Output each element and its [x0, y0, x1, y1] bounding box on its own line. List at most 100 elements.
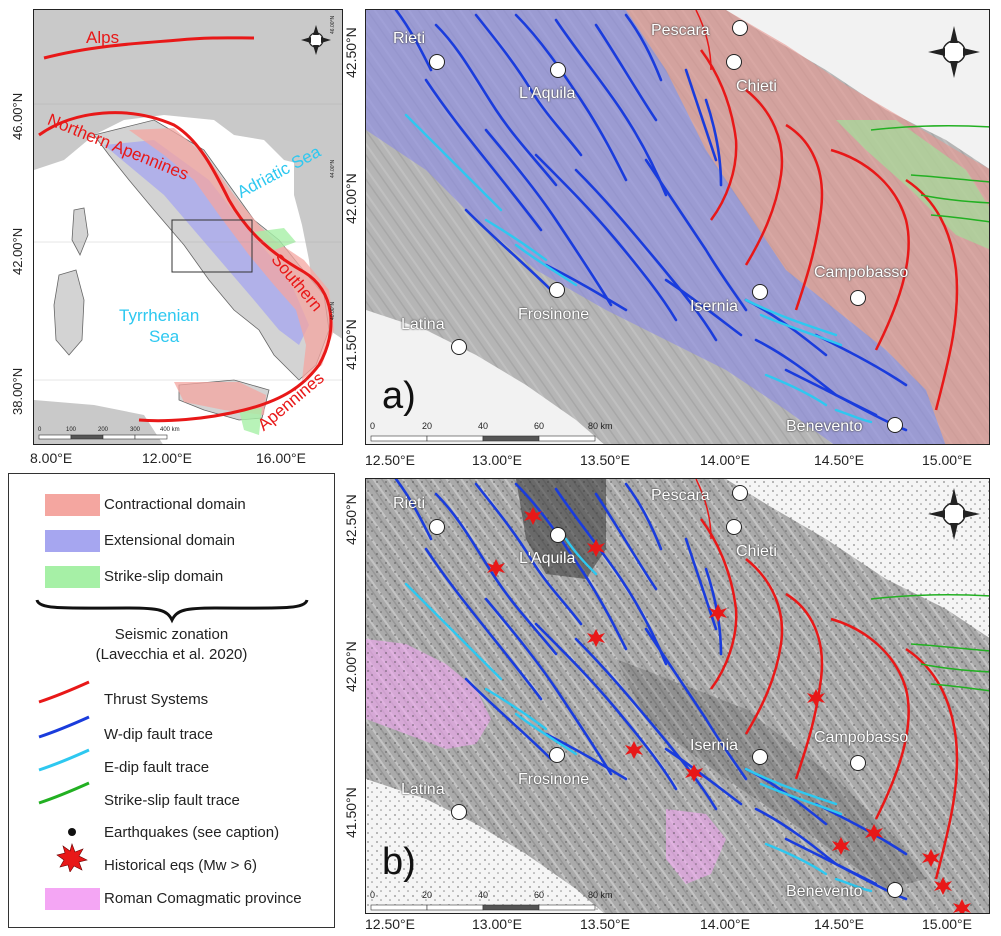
map-a-scale-20: 20 [422, 421, 432, 431]
map-b-isernia-marker [752, 749, 768, 765]
map-b-pescara-marker [732, 485, 748, 501]
legend-citation: (Lavecchia et al. 2020) [9, 646, 334, 663]
map-b-isernia-label: Isernia [690, 737, 738, 755]
map-b-benevento-marker [887, 882, 903, 898]
legend-roman-swatch [45, 888, 100, 910]
map-b-latina-label: Latina [401, 781, 445, 799]
legend-seismic-zonation: Seismic zonation [9, 626, 334, 643]
overview-lat-label-38: 38.00°N [10, 368, 25, 415]
star-icon [52, 842, 92, 872]
map-a-benevento-marker [887, 417, 903, 433]
map-a-lon-label-1350: 13.50°E [580, 452, 630, 468]
legend-extensional-swatch [45, 530, 100, 552]
legend-brace [9, 596, 336, 626]
legend-thrust-label: Thrust Systems [104, 691, 208, 708]
map-b-lon-label-1250: 12.50°E [365, 916, 415, 932]
map-a-scale-40: 40 [478, 421, 488, 431]
map-a-pescara-label: Pescara [651, 22, 710, 40]
overview-lat-label-42: 42.00°N [10, 228, 25, 275]
overview-inner-lat-46: 46.00°N [330, 16, 336, 34]
map-b-laquila-label: L'Aquila [519, 550, 575, 568]
map-a-lon-label-1500: 15.00°E [922, 452, 972, 468]
map-b-latina-marker [451, 804, 467, 820]
map-b-lon-label-1350: 13.50°E [580, 916, 630, 932]
overview-inner-lat-44: 44.00°N [330, 160, 336, 178]
map-b-panel-letter: b) [382, 841, 416, 884]
map-b-chieti-label: Chieti [736, 543, 777, 561]
overview-scale-100: 100 [66, 427, 76, 433]
map-b-lat-label-4150: 41.50°N [343, 787, 359, 838]
map-a-benevento-label: Benevento [786, 418, 863, 436]
map-b-scale-60: 60 [534, 890, 544, 900]
map-a-lat-label-4200: 42.00°N [343, 173, 359, 224]
map-b-frosinone-marker [549, 747, 565, 763]
map-a-frosinone-marker [549, 282, 565, 298]
legend-strikeslip-fault-label: Strike-slip fault trace [104, 792, 240, 809]
map-a-lat-label-4250: 42.50°N [343, 27, 359, 78]
map-b-benevento-label: Benevento [786, 883, 863, 901]
legend-strikeslip-swatch [45, 566, 100, 588]
map-a-laquila-marker [550, 62, 566, 78]
map-b-lat-label-4200: 42.00°N [343, 641, 359, 692]
map-a-graphic [366, 10, 990, 445]
map-a-lon-label-1250: 12.50°E [365, 452, 415, 468]
map-b-scale-80: 80 km [588, 890, 613, 900]
map-b-lon-label-1450: 14.50°E [814, 916, 864, 932]
overview-label-alps: Alps [86, 28, 119, 48]
map-a: Rieti L'Aquila Pescara Chieti Campobasso… [365, 9, 990, 445]
map-a-scale-60: 60 [534, 421, 544, 431]
map-a-panel-letter: a) [382, 375, 416, 418]
legend-w-dip-label: W-dip fault trace [104, 726, 213, 743]
map-b: Rieti L'Aquila Pescara Chieti Campobasso… [365, 478, 990, 914]
map-a-chieti-label: Chieti [736, 78, 777, 96]
legend-earthquake-dot [68, 828, 76, 836]
map-b-lon-label-1500: 15.00°E [922, 916, 972, 932]
map-b-campobasso-label: Campobasso [814, 729, 908, 747]
map-a-scale-80: 80 km [588, 421, 613, 431]
map-a-latina-marker [451, 339, 467, 355]
map-a-isernia-marker [752, 284, 768, 300]
map-a-lon-label-1450: 14.50°E [814, 452, 864, 468]
map-a-lat-label-4150: 41.50°N [343, 319, 359, 370]
overview-inner-lat-40: 40.00°N [330, 302, 336, 320]
map-a-rieti-marker [429, 54, 445, 70]
map-a-rieti-label: Rieti [393, 30, 425, 48]
map-b-graphic [366, 479, 990, 914]
map-a-campobasso-marker [850, 290, 866, 306]
overview-map: Alps Northern Apennines Adriatic Sea Sou… [33, 9, 343, 445]
overview-lon-label-12: 12.00°E [142, 450, 192, 466]
overview-label-tyrrhenian: Tyrrhenian [119, 306, 199, 326]
map-a-laquila-label: L'Aquila [519, 85, 575, 103]
map-b-lat-label-4250: 42.50°N [343, 494, 359, 545]
legend-contractional-swatch [45, 494, 100, 516]
map-a-frosinone-label: Frosinone [518, 306, 589, 324]
map-b-scale-20: 20 [422, 890, 432, 900]
map-a-isernia-label: Isernia [690, 298, 738, 316]
map-b-lon-label-1300: 13.00°E [472, 916, 522, 932]
map-b-scale-40: 40 [478, 890, 488, 900]
legend-contractional-label: Contractional domain [104, 496, 246, 513]
overview-label-sea: Sea [149, 327, 179, 347]
overview-scale-0: 0 [38, 427, 41, 433]
overview-scale-400: 400 km [160, 427, 180, 433]
legend-extensional-label: Extensional domain [104, 532, 235, 549]
map-a-pescara-marker [732, 20, 748, 36]
map-a-latina-label: Latina [401, 316, 445, 334]
map-a-campobasso-label: Campobasso [814, 264, 908, 282]
map-a-lon-label-1400: 14.00°E [700, 452, 750, 468]
legend-strikeslip-label: Strike-slip domain [104, 568, 223, 585]
map-b-laquila-marker [550, 527, 566, 543]
overview-scale-300: 300 [130, 427, 140, 433]
map-b-lon-label-1400: 14.00°E [700, 916, 750, 932]
overview-sardinia [54, 270, 84, 355]
map-a-chieti-marker [726, 54, 742, 70]
overview-map-graphic [34, 10, 343, 445]
map-a-lon-label-1300: 13.00°E [472, 452, 522, 468]
legend-roman-label: Roman Comagmatic province [104, 890, 302, 907]
map-b-scale-0: 0 [370, 890, 375, 900]
overview-lon-label-8: 8.00°E [30, 450, 72, 466]
overview-corsica [72, 208, 88, 255]
legend-fault-symbols [9, 679, 104, 829]
legend-e-dip-label: E-dip fault trace [104, 759, 209, 776]
legend-earthquakes-label: Earthquakes (see caption) [104, 824, 279, 841]
